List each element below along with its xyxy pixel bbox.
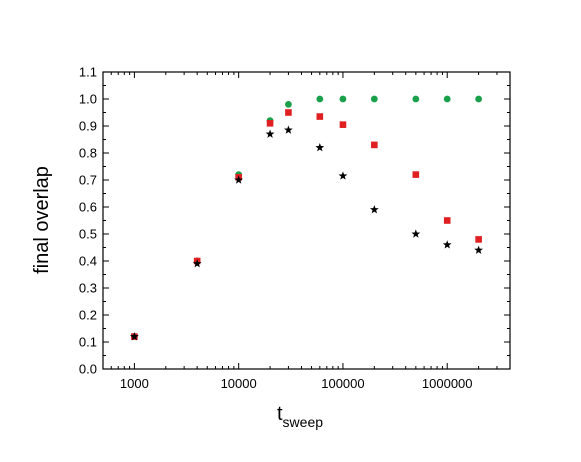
y-tick-label: 0.2 [79,308,97,323]
circle-point [316,95,324,103]
y-tick-label: 0.0 [79,362,97,377]
circle-point [443,95,451,103]
x-axis-label-main: t [277,403,283,425]
star-point [192,259,202,268]
square-point [316,113,324,120]
circle-point [412,95,420,103]
square-point [475,236,482,243]
y-tick-label: 0.3 [79,281,97,296]
y-tick-label: 0.4 [79,254,97,269]
x-tick-label: 100000 [321,376,364,391]
square-point [443,217,451,224]
circle-point [285,101,292,108]
star-point [284,125,293,134]
y-tick-label: 0.8 [79,146,97,161]
star-point [369,205,379,214]
star-point [411,229,421,238]
x-axis-ticks: 1000 10000 100000 1000000 [102,72,511,391]
star-point [265,129,275,138]
circle-point [370,95,378,103]
y-tick-label: 0.1 [79,335,97,350]
y-tick-label: 0.7 [79,173,97,188]
y-tick-label: 0.5 [79,227,97,242]
star-point [338,171,348,180]
x-tick-label: 1000 [120,376,149,391]
y-axis-ticks: 0.0 0.1 0.2 0.3 0.4 0.5 0.6 0.7 0.8 0.9 1.0 1.1 [79,65,510,377]
square-point [412,171,420,178]
square-point [371,141,378,149]
y-tick-label: 0.9 [79,119,97,134]
y-tick-label: 1.0 [79,92,97,107]
star-point [130,332,139,341]
y-tick-label: 1.1 [79,65,97,80]
circle-point [475,95,483,103]
x-tick-label: 10000 [221,376,257,391]
data-points [130,95,483,341]
square-point [266,120,274,127]
star-point [474,245,483,254]
x-axis-label-subscript: sweep [283,414,324,430]
circle-point [339,95,347,103]
star-point [315,143,325,152]
y-axis-label: final overlap [31,166,53,274]
square-point [339,121,347,128]
star-point [442,240,452,249]
x-tick-label: 1000000 [422,376,473,391]
y-tick-label: 0.6 [79,200,97,215]
square-point [285,109,292,116]
x-axis-label: tsweep [277,403,323,430]
star-point [234,175,244,184]
